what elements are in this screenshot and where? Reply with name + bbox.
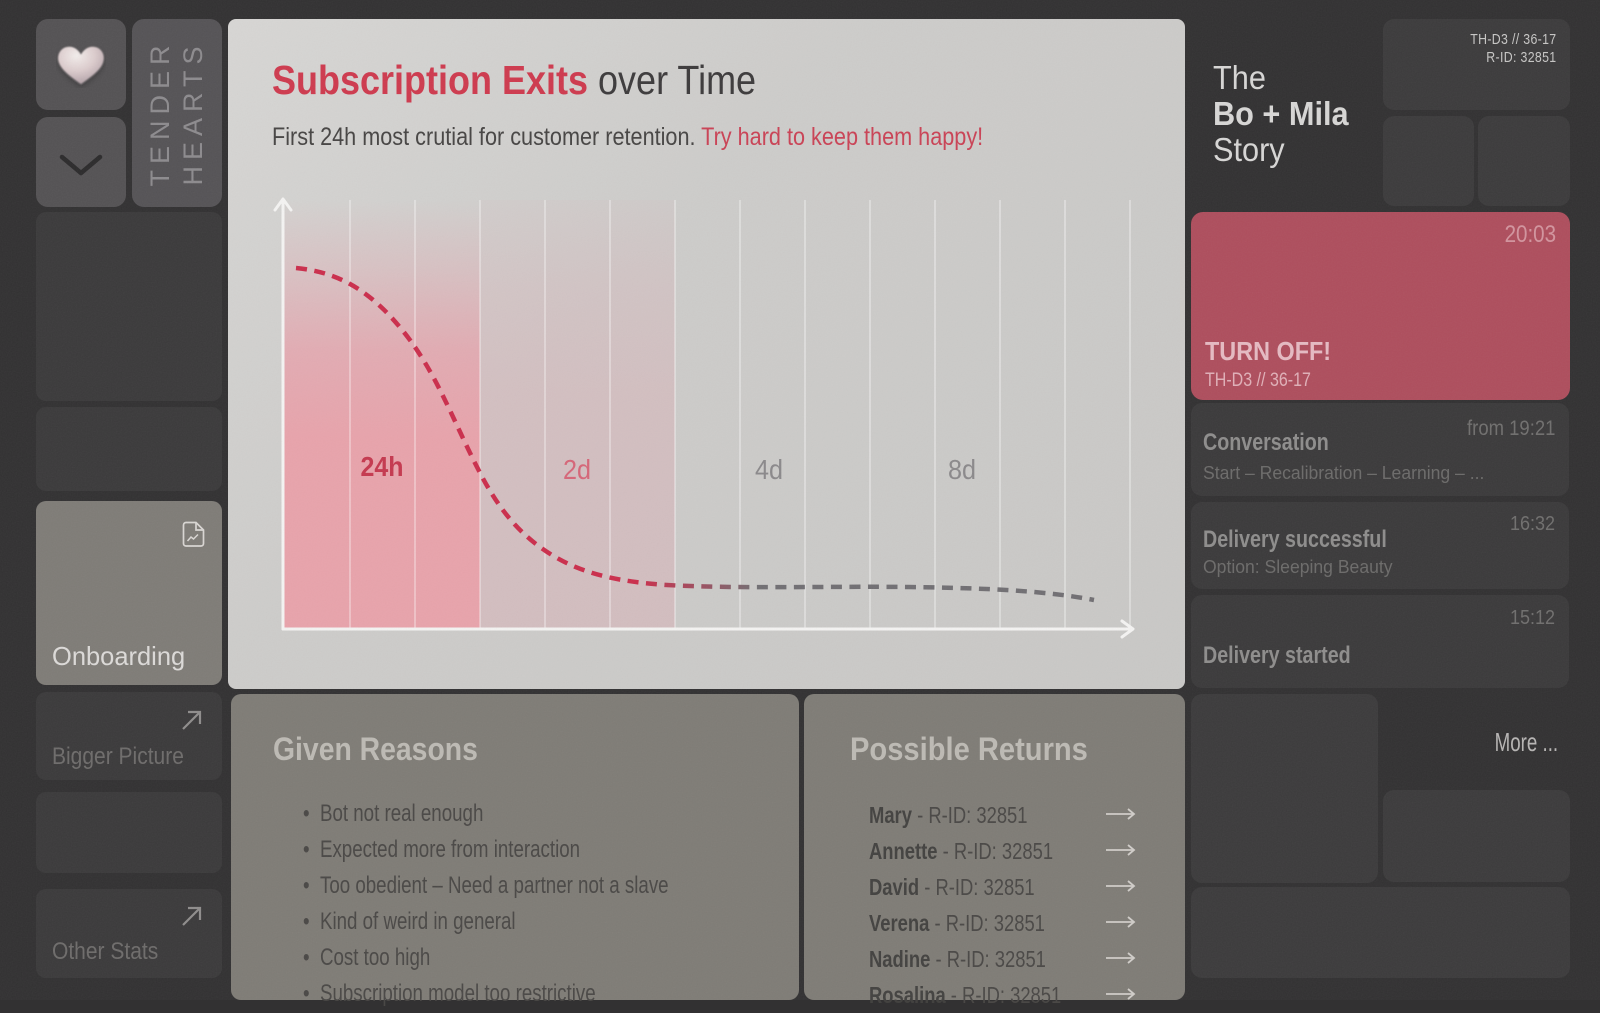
svg-text:8d: 8d	[948, 454, 976, 485]
svg-text:24h: 24h	[361, 451, 404, 482]
svg-text:2d: 2d	[563, 454, 591, 485]
svg-text:4d: 4d	[755, 454, 783, 485]
